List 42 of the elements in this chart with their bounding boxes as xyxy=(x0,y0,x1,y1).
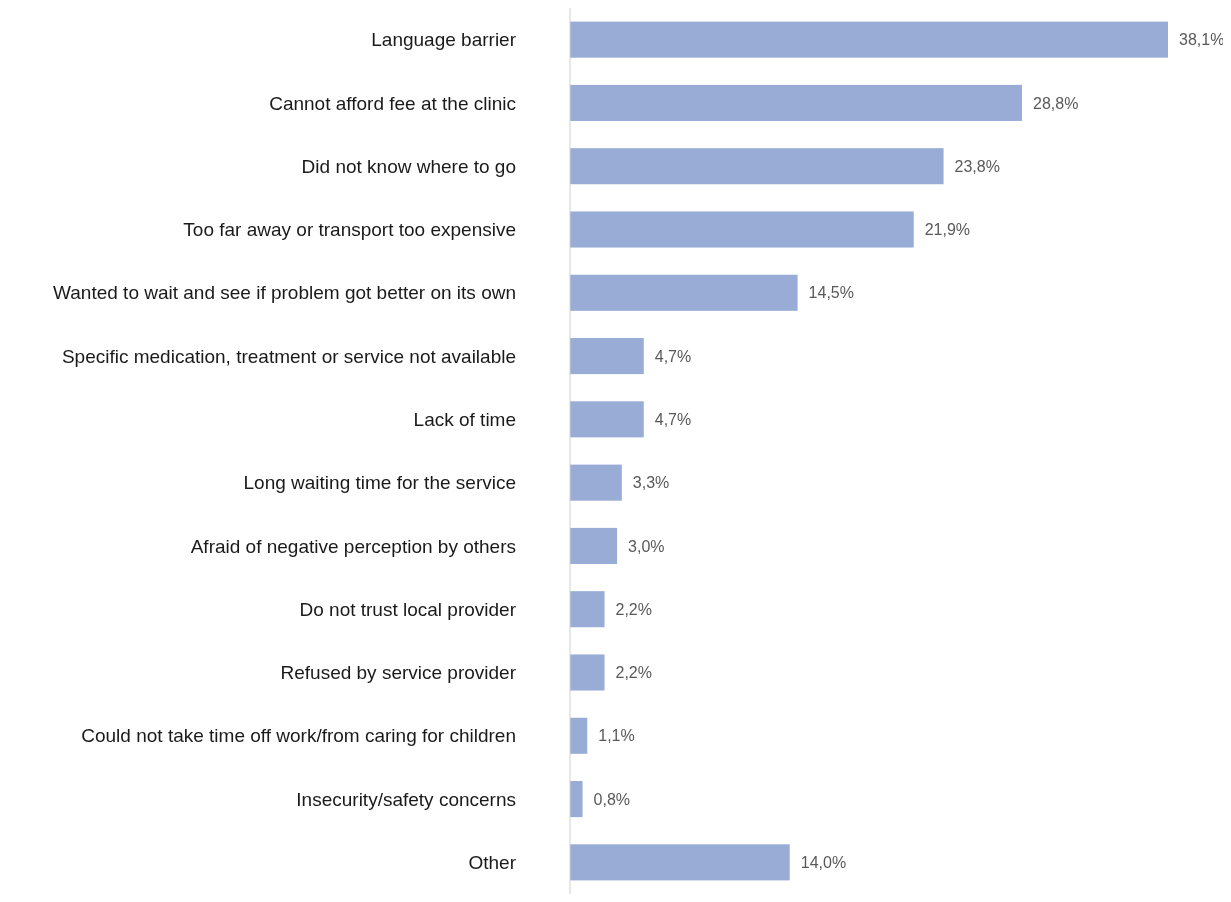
bar xyxy=(570,274,798,311)
data-label: 14,0% xyxy=(800,853,847,871)
bar xyxy=(570,21,1168,58)
y-tick-label: Insecurity/safety concerns xyxy=(296,788,516,810)
data-label: 3,3% xyxy=(632,474,670,492)
bar xyxy=(570,84,1023,121)
y-tick-label: Lack of time xyxy=(413,409,516,431)
bar xyxy=(570,781,583,818)
y-tick-label: Do not trust local provider xyxy=(299,598,517,620)
y-tick-label: Too far away or transport too expensive xyxy=(183,219,516,241)
y-tick-label: Did not know where to go xyxy=(301,155,516,177)
data-label: 3,0% xyxy=(628,537,665,555)
y-tick-label: Other xyxy=(468,852,517,874)
bar xyxy=(570,591,605,628)
data-label: 4,7% xyxy=(654,410,692,428)
data-label: 38,1% xyxy=(1179,31,1225,49)
y-tick-label: Wanted to wait and see if problem got better on its own xyxy=(53,282,516,304)
data-label: 4,7% xyxy=(654,347,692,365)
bar xyxy=(570,527,618,564)
data-label: 14,5% xyxy=(808,284,854,302)
bar xyxy=(570,717,588,754)
data-label: 2,2% xyxy=(615,664,652,682)
data-label: 21,9% xyxy=(924,221,971,239)
data-label: 1,1% xyxy=(598,727,635,745)
bar xyxy=(570,338,644,375)
bar xyxy=(570,148,944,185)
bar xyxy=(570,654,605,691)
bar xyxy=(570,401,644,438)
y-tick-label: Refused by service provider xyxy=(280,662,517,684)
y-tick-label: Specific medication, treatment or service not available xyxy=(61,345,516,367)
y-tick-label: Language barrier xyxy=(371,29,517,51)
y-tick-label: Long waiting time for the service xyxy=(243,472,516,494)
data-label: 2,2% xyxy=(615,600,652,618)
bar xyxy=(570,211,914,248)
y-tick-label: Cannot afford fee at the clinic xyxy=(269,92,516,114)
data-label: 23,8% xyxy=(954,157,1000,175)
y-tick-label: Afraid of negative perception by others xyxy=(190,535,516,557)
y-tick-label: Could not take time off work/from caring for children xyxy=(81,725,516,747)
bar xyxy=(570,464,622,501)
data-label: 0,8% xyxy=(593,790,631,808)
bar xyxy=(570,844,790,881)
data-label: 28,8% xyxy=(1033,94,1079,112)
